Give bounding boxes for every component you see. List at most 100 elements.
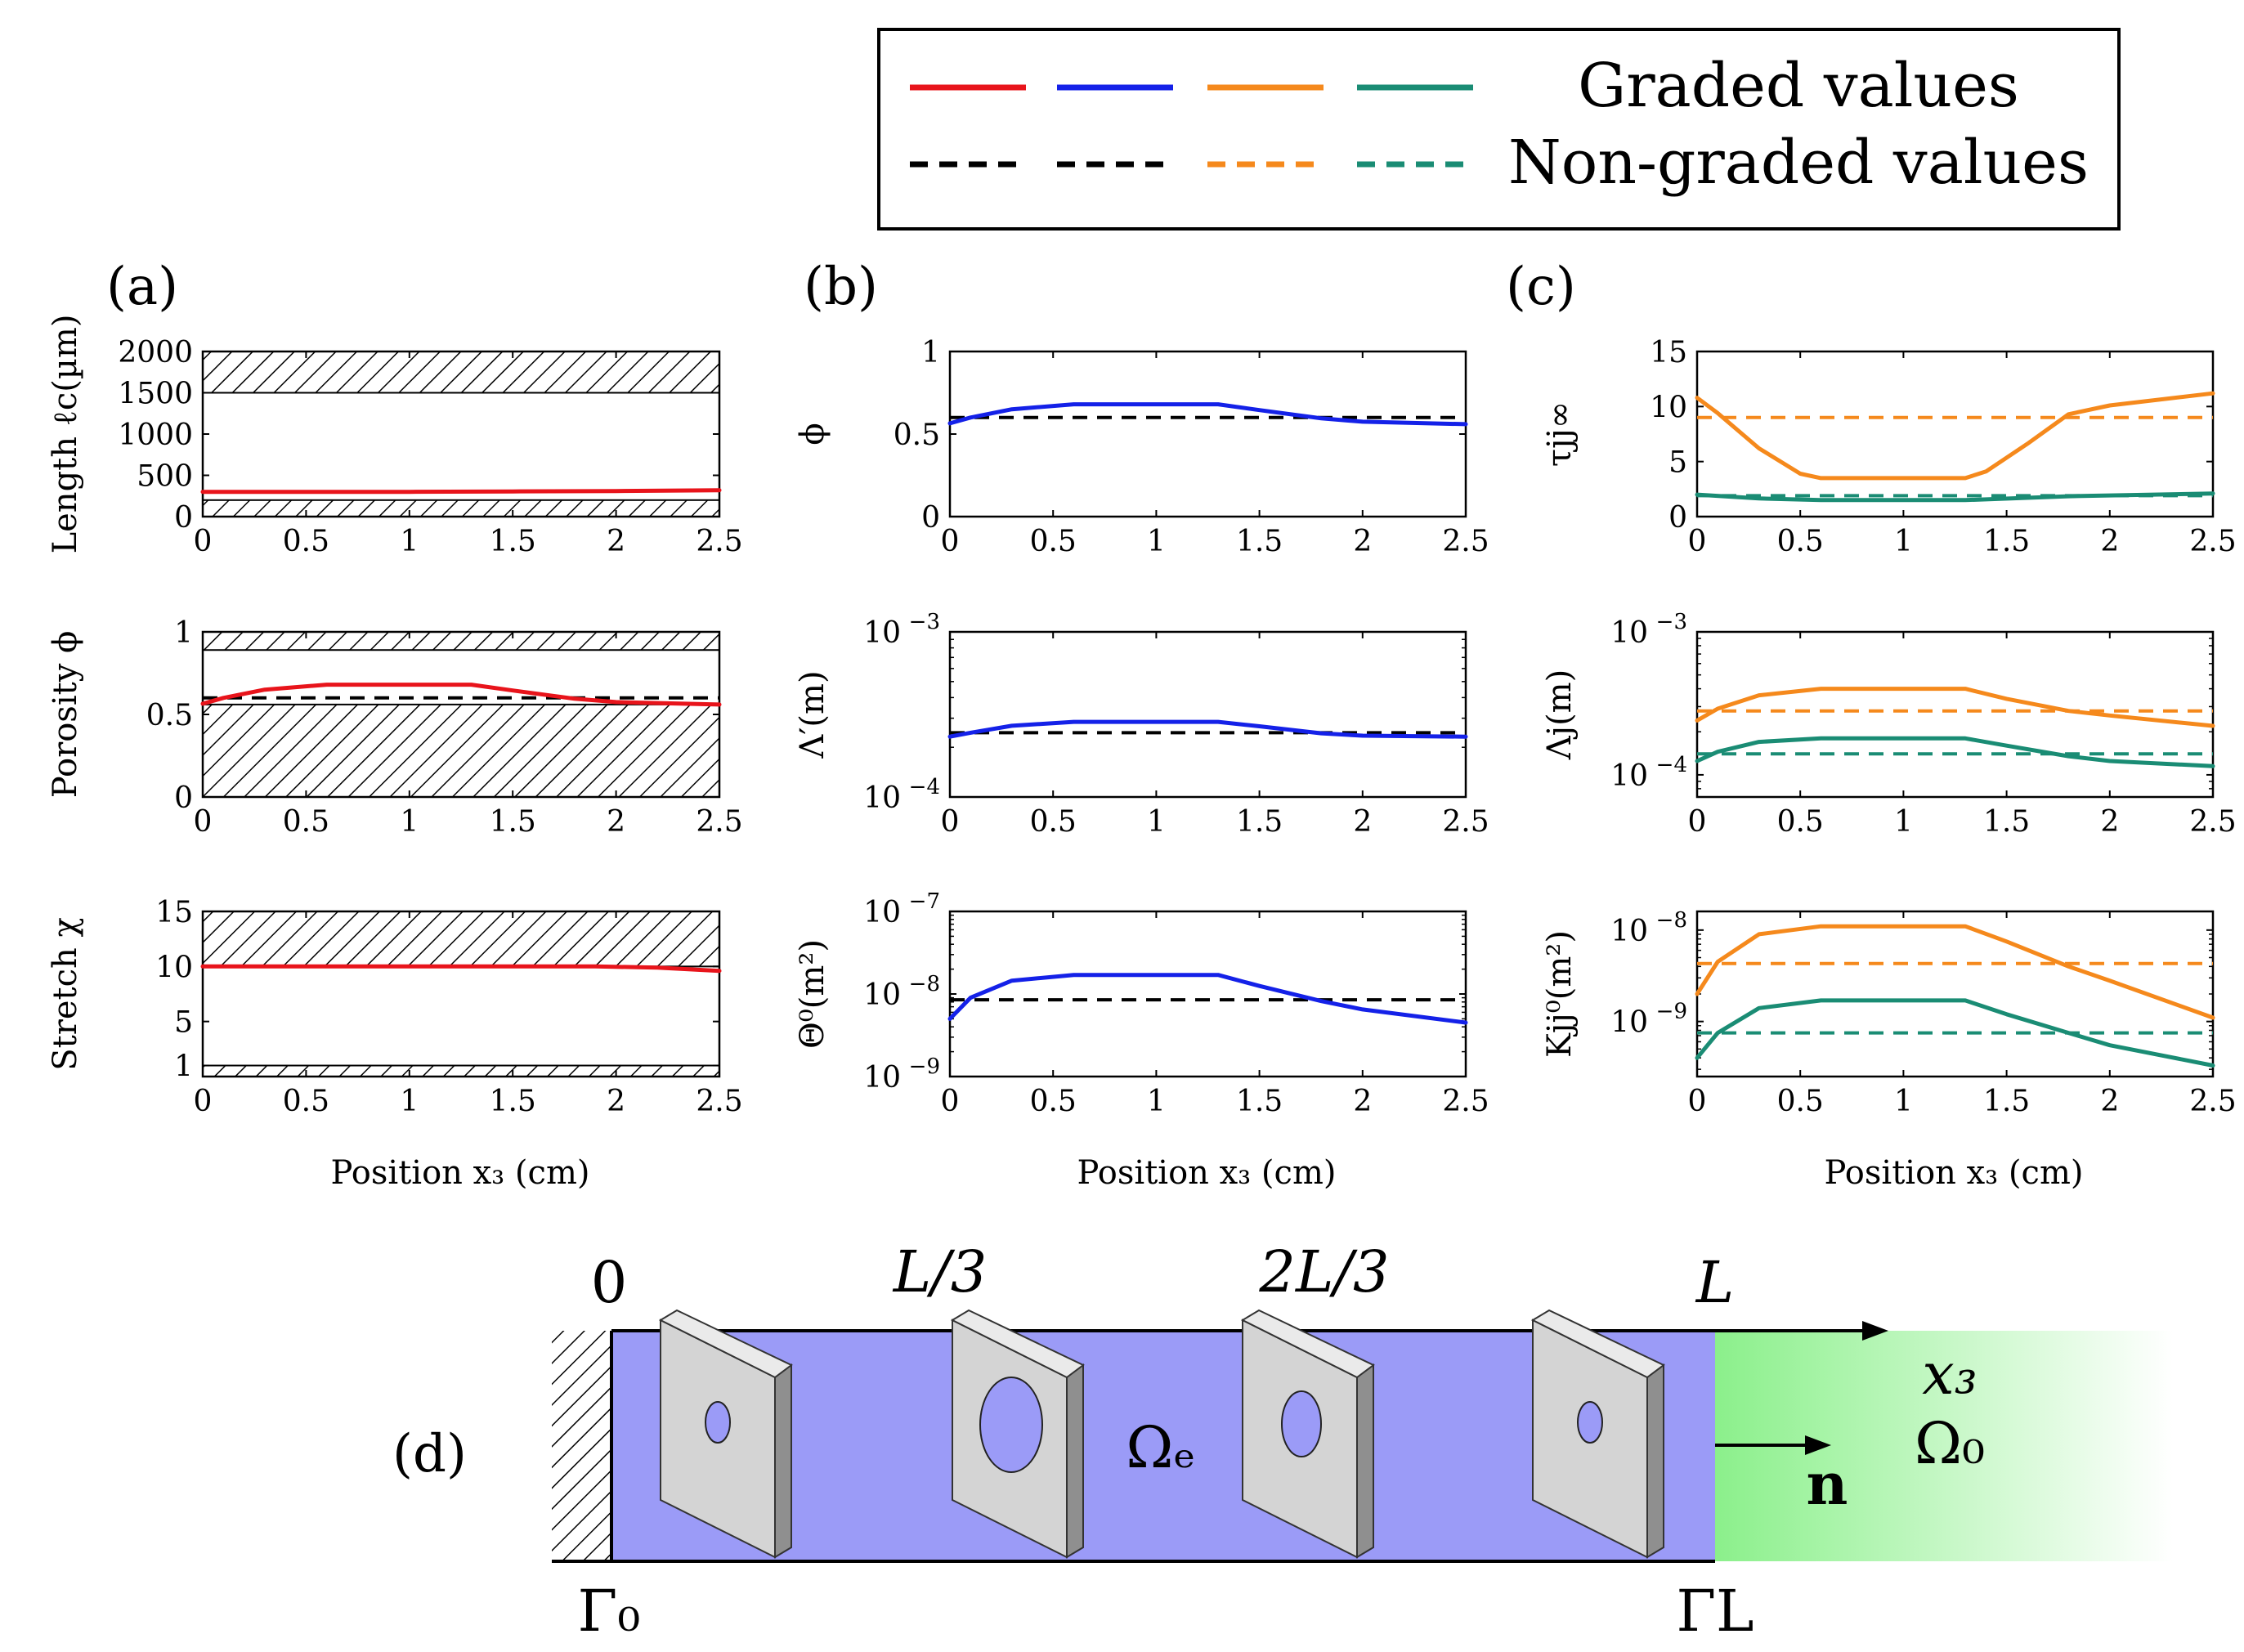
hatch-region — [202, 351, 720, 394]
x-tick-label: 1 — [1147, 525, 1166, 558]
plate-1 — [950, 1309, 1085, 1559]
x-tick-label: 0 — [1688, 525, 1707, 558]
plate-top — [950, 1309, 1085, 1379]
x-tick-label: 0 — [1688, 805, 1707, 839]
plot-frame — [1695, 630, 2215, 799]
omega-0-label: Ω₀ — [1915, 1410, 1985, 1477]
y-tick-label: 0 — [921, 501, 940, 535]
gamma-0-label: Γ₀ — [578, 1578, 641, 1645]
plate-top — [1240, 1309, 1375, 1379]
plate-side — [1646, 1363, 1664, 1559]
y-tick-exponent: −3 — [1656, 610, 1687, 634]
series-graded-e8141b — [200, 964, 722, 974]
chart-c1: 0 0.5 1 1.5 2 2.5 0 5 10 15 τjj∞ — [1541, 336, 2237, 558]
chart-b1: 0 0.5 1 1.5 2 2.5 0 0.5 1 ϕ — [794, 336, 1489, 558]
plate-2 — [1240, 1309, 1375, 1559]
series-graded-1a8c74 — [1695, 491, 2215, 503]
normal-label: n — [1807, 1450, 1848, 1518]
y-tick-label: 10 — [1610, 616, 1648, 650]
x-tick-label: 1.5 — [1983, 525, 2030, 558]
y-tick-exponent: −8 — [909, 972, 940, 996]
x3-label: x₃ — [1922, 1341, 1977, 1408]
y-tick-exponent: −9 — [909, 1054, 940, 1079]
panel-label-a: (a) — [106, 257, 178, 317]
normal-arrow-head — [1805, 1435, 1831, 1455]
y-tick-label: 0.5 — [894, 419, 940, 452]
x-tick-label: 0 — [1688, 1085, 1707, 1118]
x-tick-label: 2 — [2100, 525, 2119, 558]
x-tick-label: 1 — [400, 1085, 419, 1118]
series-graded-1421e8 — [947, 402, 1468, 427]
panel-label-b: (b) — [804, 257, 878, 317]
y-tick-exponent: −8 — [1656, 908, 1687, 933]
x-tick-label: 1.5 — [490, 805, 536, 839]
x-tick-label: 1.5 — [490, 525, 536, 558]
x-tick-label: 2 — [607, 805, 625, 839]
x-tick-label: 0.5 — [1030, 1085, 1077, 1118]
x-tick-label: 2.5 — [696, 805, 742, 839]
y-tick-label: 10 — [863, 896, 901, 929]
x-tick-label: 1 — [1894, 1085, 1913, 1118]
x-tick-label: 2.5 — [2189, 525, 2236, 558]
y-tick-label: 10 — [863, 781, 901, 815]
legend-nongraded-label: Non-graded values — [1508, 128, 2089, 198]
series-graded-f5891c — [1695, 924, 2215, 1020]
y-axis-label: Length ℓc(µm) — [47, 315, 84, 554]
y-tick-label: 1 — [174, 616, 193, 650]
y-tick-exponent: −4 — [1656, 753, 1687, 777]
plate-0 — [658, 1309, 793, 1559]
x-tick-label: 1.5 — [1236, 525, 1283, 558]
y-tick-label: 10 — [863, 616, 901, 650]
x-tick-label: 2.5 — [1442, 525, 1489, 558]
y-tick-label: 10 — [155, 951, 193, 984]
series-graded-1a8c74 — [1695, 998, 2215, 1068]
schematic: (d) — [392, 1238, 2173, 1645]
chart-c2: 0 0.5 1 1.5 2 2.5 10 −4 10 −3 Λj(m) — [1541, 610, 2237, 839]
x-tick-label: 1 — [1147, 1085, 1166, 1118]
x-tick-label: 0.5 — [283, 1085, 329, 1118]
y-axis-label: Λj(m) — [1541, 669, 1579, 760]
x-tick-label: 1.5 — [1983, 1085, 2030, 1118]
y-tick-label: 10 — [1610, 759, 1648, 793]
plot-frame — [1695, 350, 2215, 518]
pos-label-0: 0 — [591, 1249, 628, 1316]
y-tick-label: 10 — [1610, 1006, 1648, 1040]
y-axis-label: Λ′(m) — [794, 670, 831, 759]
y-tick-label: 1 — [921, 336, 940, 369]
y-tick-label: 0.5 — [146, 699, 193, 732]
x-tick-label: 0.5 — [1777, 525, 1824, 558]
y-tick-exponent: −7 — [909, 889, 940, 914]
x-tick-label: 0.5 — [1777, 1085, 1824, 1118]
x3-arrow-head — [1862, 1321, 1888, 1341]
y-tick-label: 5 — [174, 1006, 193, 1040]
plate-side — [774, 1363, 792, 1559]
x-tick-label: 0.5 — [283, 525, 329, 558]
plot-frame — [948, 630, 1467, 799]
legend: Graded values Non-graded values — [877, 28, 2121, 231]
plot-frame — [201, 910, 721, 1078]
series-graded-f5891c — [1695, 687, 2215, 728]
y-tick-label: 0 — [174, 781, 193, 815]
y-tick-label: 10 — [1650, 391, 1687, 424]
x-tick-label: 2.5 — [696, 1085, 742, 1118]
legend-graded-label: Graded values — [1578, 51, 2019, 121]
y-tick-label: 500 — [137, 460, 193, 494]
x-tick-label: 2 — [607, 525, 625, 558]
x-tick-label: 2 — [1353, 1085, 1372, 1118]
y-tick-label: 15 — [1650, 336, 1687, 369]
y-tick-label: 5 — [1668, 446, 1687, 480]
x-tick-label: 0.5 — [283, 805, 329, 839]
y-tick-label: 0 — [1668, 501, 1687, 535]
x-tick-label: 1.5 — [490, 1085, 536, 1118]
x-tick-label: 0 — [941, 525, 960, 558]
y-tick-exponent: −9 — [1656, 1000, 1687, 1024]
pos-label-l: L — [1695, 1249, 1734, 1316]
pore — [705, 1401, 731, 1444]
y-axis-label: Θ⁰(m²) — [794, 939, 831, 1049]
y-axis-label: Porosity ϕ — [47, 631, 84, 799]
plate-3 — [1530, 1309, 1665, 1559]
solid-region — [611, 1331, 1715, 1561]
plate-side — [1356, 1363, 1374, 1559]
plot-frame — [948, 910, 1467, 1078]
